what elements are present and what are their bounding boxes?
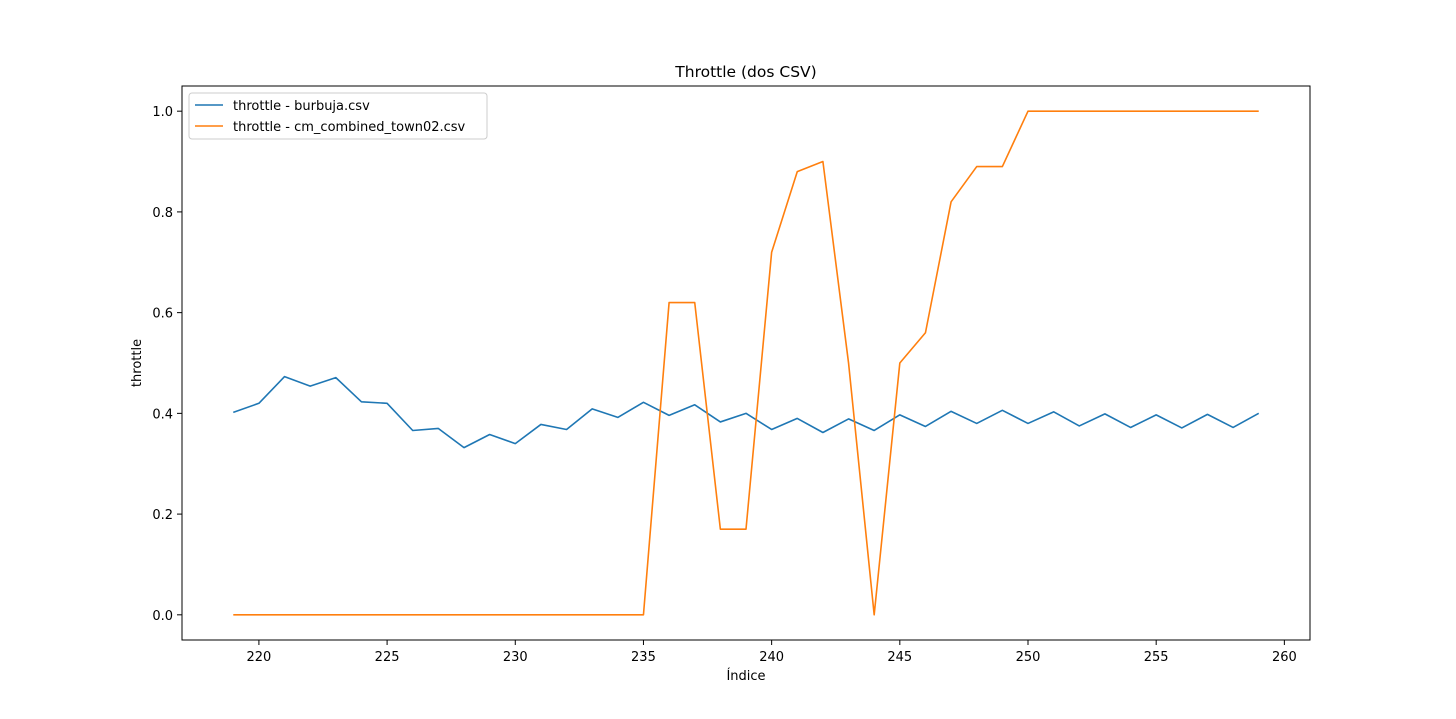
series-line-1: [233, 375, 1260, 449]
x-tick-label: 245: [887, 650, 912, 665]
x-tick-label: 240: [759, 650, 784, 665]
x-tick-label: 230: [503, 650, 528, 665]
x-tick-label: 260: [1272, 650, 1297, 665]
legend: throttle - burbuja.csv throttle - cm_comb…: [188, 92, 488, 140]
x-tick-label: 235: [631, 650, 656, 665]
y-tick-label: 0.6: [152, 307, 173, 322]
y-tick-label: 0.4: [152, 407, 173, 422]
y-axis: 0.0 0.2 0.4 0.6 0.8 1.0: [152, 105, 182, 624]
x-tick-label: 220: [246, 650, 271, 665]
legend-label-2: throttle - cm_combined_town02.csv: [233, 120, 466, 135]
y-tick-label: 1.0: [152, 105, 173, 120]
y-tick-label: 0.8: [152, 206, 173, 221]
x-tick-label: 250: [1016, 650, 1041, 665]
chart-title: Throttle (dos CSV): [674, 63, 816, 81]
y-tick-label: 0.2: [152, 508, 173, 523]
x-tick-label: 225: [375, 650, 400, 665]
series-layer: [233, 110, 1260, 616]
y-tick-label: 0.0: [152, 609, 173, 624]
legend-box: [188, 92, 488, 140]
x-axis-title: Índice: [726, 668, 765, 684]
x-tick-label: 255: [1144, 650, 1169, 665]
plot-frame: [181, 85, 1311, 641]
x-axis: 220 225 230 235 240 245 250 255 260: [246, 640, 1297, 665]
series-line-2: [233, 110, 1259, 616]
legend-label-1: throttle - burbuja.csv: [233, 99, 370, 114]
y-axis-title: throttle: [130, 339, 145, 387]
